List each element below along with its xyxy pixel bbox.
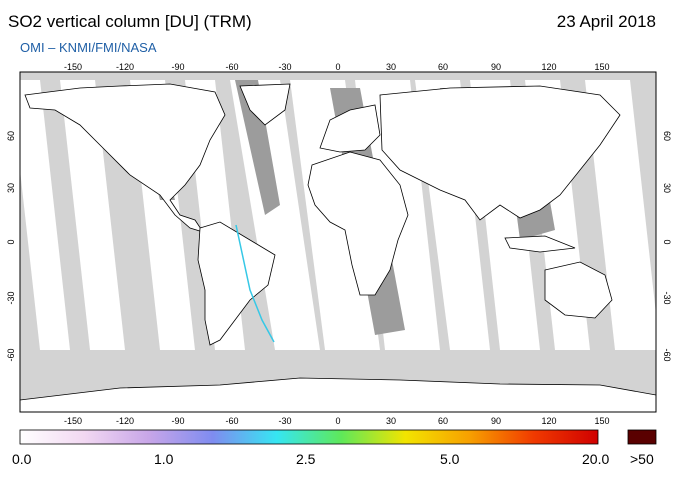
map-frame	[19, 71, 657, 413]
map-title: SO2 vertical column [DU] (TRM)	[8, 12, 252, 31]
lon-tick-bottom: -60	[225, 416, 238, 426]
lon-tick-top: -30	[278, 62, 291, 72]
lon-tick-bottom: 30	[386, 416, 396, 426]
lon-tick-bottom: -120	[116, 416, 134, 426]
colorbar	[19, 429, 599, 445]
lon-tick-top: 150	[594, 62, 609, 72]
colorbar-label: 1.0	[154, 451, 174, 467]
lat-tick-right: -60	[662, 348, 672, 361]
africa	[307, 151, 409, 296]
indonesia	[504, 235, 576, 253]
lat-tick-left: -60	[6, 348, 16, 361]
lon-tick-top: -60	[225, 62, 238, 72]
europe	[319, 104, 381, 153]
lon-tick-bottom: 60	[438, 416, 448, 426]
lon-tick-bottom: 90	[491, 416, 501, 426]
lat-tick-right: 0	[662, 239, 672, 244]
data-source-credit: OMI – KNMI/FMI/NASA	[20, 40, 157, 55]
colorbar-label: 5.0	[440, 451, 460, 467]
south-america	[197, 221, 276, 346]
lat-tick-left: 0	[6, 239, 16, 244]
lon-tick-top: 60	[438, 62, 448, 72]
lon-tick-top: -90	[171, 62, 184, 72]
lon-tick-bottom: 150	[594, 416, 609, 426]
lat-tick-left: 30	[6, 183, 16, 193]
lon-tick-top: -120	[116, 62, 134, 72]
so2-plume-trail	[235, 224, 275, 343]
lon-tick-top: 120	[541, 62, 556, 72]
north-america	[24, 83, 226, 233]
lon-tick-bottom: -90	[171, 416, 184, 426]
australia	[544, 261, 613, 319]
lat-tick-right: -30	[662, 291, 672, 304]
asia	[379, 85, 621, 221]
lon-tick-top: 90	[491, 62, 501, 72]
lat-tick-left: -30	[6, 291, 16, 304]
map-date: 23 April 2018	[556, 12, 656, 31]
antarctica	[20, 377, 656, 412]
lon-tick-bottom: -150	[64, 416, 82, 426]
lon-tick-top: -150	[64, 62, 82, 72]
greenland	[239, 83, 291, 126]
lon-tick-top: 30	[386, 62, 396, 72]
colorbar-overflow-label: >50	[630, 451, 654, 467]
lat-tick-right: 60	[662, 131, 672, 141]
lat-tick-left: 60	[6, 131, 16, 141]
colorbar-overflow-swatch	[627, 429, 657, 445]
colorbar-label: 2.5	[296, 451, 316, 467]
colorbar-label: 0.0	[12, 451, 32, 467]
colorbar-label: 20.0	[582, 451, 610, 467]
lon-tick-bottom: 0	[335, 416, 340, 426]
lon-tick-top: 0	[335, 62, 340, 72]
lat-tick-right: 30	[662, 183, 672, 193]
lon-tick-bottom: 120	[541, 416, 556, 426]
continents	[20, 83, 656, 412]
lon-tick-bottom: -30	[278, 416, 291, 426]
